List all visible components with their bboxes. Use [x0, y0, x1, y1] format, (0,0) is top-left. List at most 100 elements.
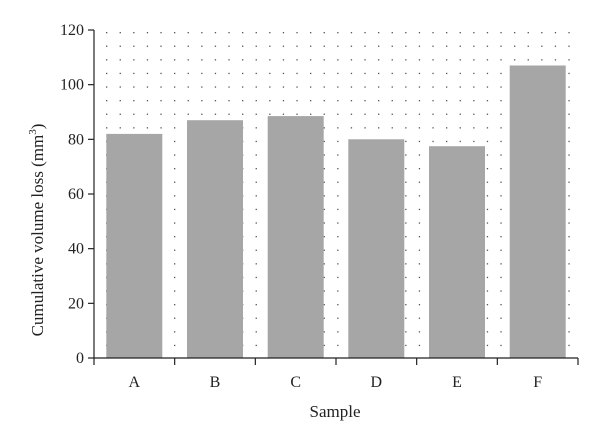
grid-dot	[364, 86, 366, 88]
grid-dot	[323, 59, 325, 61]
grid-dot	[486, 140, 489, 143]
grid-dot	[269, 113, 271, 115]
grid-dot	[269, 72, 271, 75]
grid-dot	[146, 113, 149, 115]
grid-dot	[405, 154, 407, 156]
grid-dot	[378, 32, 380, 34]
x-tick-label: C	[290, 374, 301, 391]
grid-dot	[187, 100, 189, 102]
x-tick-label: E	[452, 374, 462, 391]
grid-dot	[323, 222, 325, 224]
grid-dot	[160, 72, 162, 75]
grid-dot	[133, 59, 135, 61]
grid-dot	[378, 113, 380, 115]
grid-dot	[228, 100, 230, 102]
grid-dot	[337, 195, 339, 197]
grid-dot	[323, 32, 325, 34]
grid-dot	[310, 45, 312, 47]
grid-dot	[568, 140, 570, 143]
grid-dot	[119, 86, 121, 88]
grid-dot	[174, 59, 176, 61]
grid-dot	[418, 59, 421, 61]
grid-dot	[418, 236, 421, 238]
grid-dot	[418, 32, 421, 34]
grid-dot	[119, 113, 121, 115]
grid-dot	[405, 86, 407, 88]
grid-dot	[432, 140, 434, 143]
y-tick-label: 80	[68, 131, 84, 148]
grid-dot	[378, 72, 380, 75]
x-ticks: A B C D E F	[93, 358, 579, 391]
grid-dot	[486, 208, 489, 211]
grid-dot	[350, 45, 353, 47]
grid-dot	[554, 45, 557, 47]
grid-dot	[514, 45, 516, 47]
grid-dot	[364, 59, 366, 61]
bar-C	[267, 116, 324, 358]
grid-dot	[146, 32, 149, 34]
y-axis-title-main: Cumulative volume loss (mm	[28, 135, 47, 337]
grid-dot	[527, 59, 529, 61]
grid-dot	[337, 317, 339, 319]
grid-dot	[323, 140, 325, 143]
grid-dot	[446, 45, 448, 47]
grid-dot	[446, 140, 448, 143]
grid-dot	[337, 344, 339, 347]
grid-dot	[350, 86, 353, 88]
grid-dot	[146, 86, 149, 88]
grid-dot	[500, 45, 502, 47]
grid-dot	[214, 113, 217, 115]
grid-dot	[323, 236, 325, 238]
grid-dot	[337, 168, 339, 170]
grid-dot	[473, 127, 475, 129]
grid-dot	[323, 168, 325, 170]
grid-dot	[228, 113, 230, 115]
grid-dot	[418, 168, 421, 170]
grid-dot	[174, 181, 176, 183]
grid-dot	[418, 276, 421, 279]
grid-dot	[500, 181, 502, 183]
grid-dot	[310, 32, 312, 34]
grid-dot	[119, 100, 121, 102]
grid-dot	[500, 100, 502, 102]
grid-dot	[160, 86, 162, 88]
grid-dot	[391, 113, 393, 115]
grid-dot	[133, 86, 135, 88]
grid-dots	[106, 32, 570, 347]
grid-dot	[350, 113, 353, 115]
grid-dot	[446, 100, 448, 102]
grid-dot	[500, 344, 502, 347]
grid-dot	[405, 208, 407, 211]
grid-dot	[255, 140, 257, 143]
grid-dot	[323, 86, 325, 88]
grid-dot	[568, 263, 570, 265]
grid-dot	[378, 59, 380, 61]
grid-dot	[323, 154, 325, 156]
grid-dot	[323, 249, 325, 251]
grid-dot	[554, 32, 557, 34]
grid-dot	[568, 45, 570, 47]
grid-dot	[337, 86, 339, 88]
grid-dot	[174, 45, 176, 47]
grid-dot	[119, 32, 121, 34]
grid-dot	[568, 86, 570, 88]
grid-dot	[486, 344, 489, 347]
grid-dot	[364, 113, 366, 115]
grid-dot	[446, 59, 448, 61]
grid-dot	[418, 263, 421, 265]
grid-dot	[133, 100, 135, 102]
grid-dot	[146, 72, 149, 75]
grid-dot	[296, 59, 298, 61]
grid-dot	[486, 45, 489, 47]
grid-dot	[405, 127, 407, 129]
grid-dot	[337, 276, 339, 279]
grid-dot	[282, 32, 285, 34]
grid-dot	[337, 222, 339, 224]
y-tick-label: 100	[60, 77, 84, 94]
grid-dot	[378, 127, 380, 129]
grid-dot	[568, 236, 570, 238]
grid-dot	[323, 263, 325, 265]
grid-dot	[568, 290, 570, 292]
grid-dot	[174, 195, 176, 197]
